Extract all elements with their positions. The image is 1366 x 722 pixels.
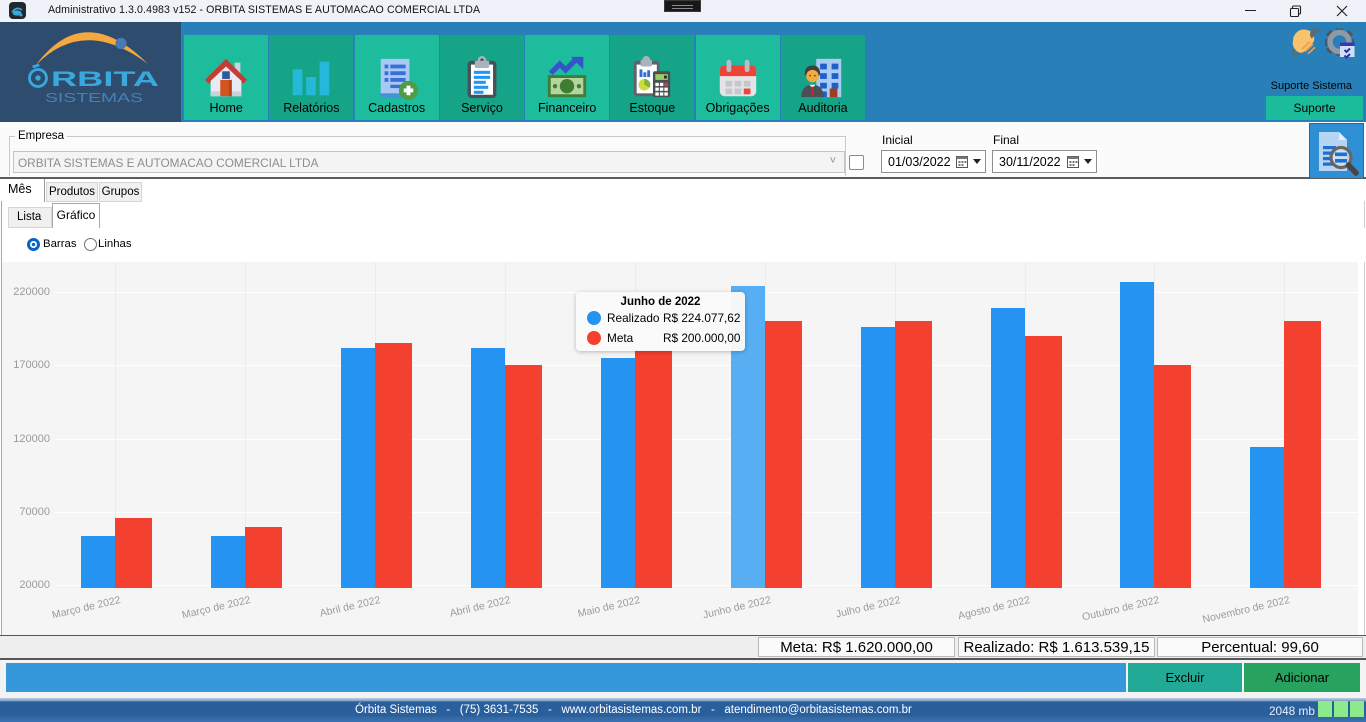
svg-text:SISTEMAS: SISTEMAS: [45, 90, 143, 105]
svg-text:RBITA: RBITA: [51, 68, 159, 91]
